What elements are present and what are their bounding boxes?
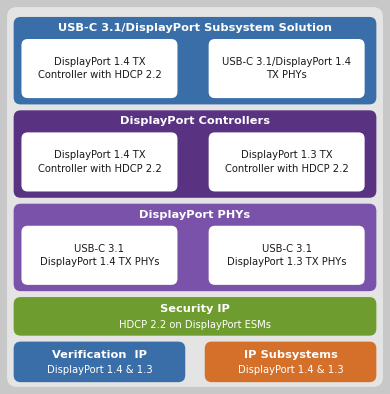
FancyBboxPatch shape (14, 110, 376, 198)
Text: USB-C 3.1
DisplayPort 1.4 TX PHYs: USB-C 3.1 DisplayPort 1.4 TX PHYs (40, 244, 159, 267)
Text: IP Subsystems: IP Subsystems (244, 349, 337, 360)
FancyBboxPatch shape (205, 342, 376, 382)
FancyBboxPatch shape (14, 342, 185, 382)
FancyBboxPatch shape (209, 226, 365, 285)
FancyBboxPatch shape (21, 39, 177, 98)
FancyBboxPatch shape (14, 17, 376, 104)
Text: DisplayPort 1.3 TX
Controller with HDCP 2.2: DisplayPort 1.3 TX Controller with HDCP … (225, 151, 349, 173)
FancyBboxPatch shape (21, 226, 177, 285)
Text: Verification  IP: Verification IP (52, 349, 147, 360)
FancyBboxPatch shape (14, 297, 376, 336)
Text: DisplayPort 1.4 TX
Controller with HDCP 2.2: DisplayPort 1.4 TX Controller with HDCP … (37, 151, 161, 173)
FancyBboxPatch shape (7, 7, 383, 387)
Text: DisplayPort Controllers: DisplayPort Controllers (120, 116, 270, 126)
Text: USB-C 3.1
DisplayPort 1.3 TX PHYs: USB-C 3.1 DisplayPort 1.3 TX PHYs (227, 244, 346, 267)
Text: USB-C 3.1/DisplayPort 1.4
TX PHYs: USB-C 3.1/DisplayPort 1.4 TX PHYs (222, 57, 351, 80)
FancyBboxPatch shape (14, 204, 376, 291)
Text: HDCP 2.2 on DisplayPort ESMs: HDCP 2.2 on DisplayPort ESMs (119, 320, 271, 330)
FancyBboxPatch shape (209, 39, 365, 98)
Text: DisplayPort 1.4 & 1.3: DisplayPort 1.4 & 1.3 (238, 365, 343, 375)
Text: DisplayPort PHYs: DisplayPort PHYs (140, 210, 250, 220)
FancyBboxPatch shape (21, 132, 177, 191)
Text: Security IP: Security IP (160, 305, 230, 314)
Text: DisplayPort 1.4 TX
Controller with HDCP 2.2: DisplayPort 1.4 TX Controller with HDCP … (37, 57, 161, 80)
Text: USB-C 3.1/DisplayPort Subsystem Solution: USB-C 3.1/DisplayPort Subsystem Solution (58, 23, 332, 33)
Text: DisplayPort 1.4 & 1.3: DisplayPort 1.4 & 1.3 (47, 365, 152, 375)
FancyBboxPatch shape (209, 132, 365, 191)
